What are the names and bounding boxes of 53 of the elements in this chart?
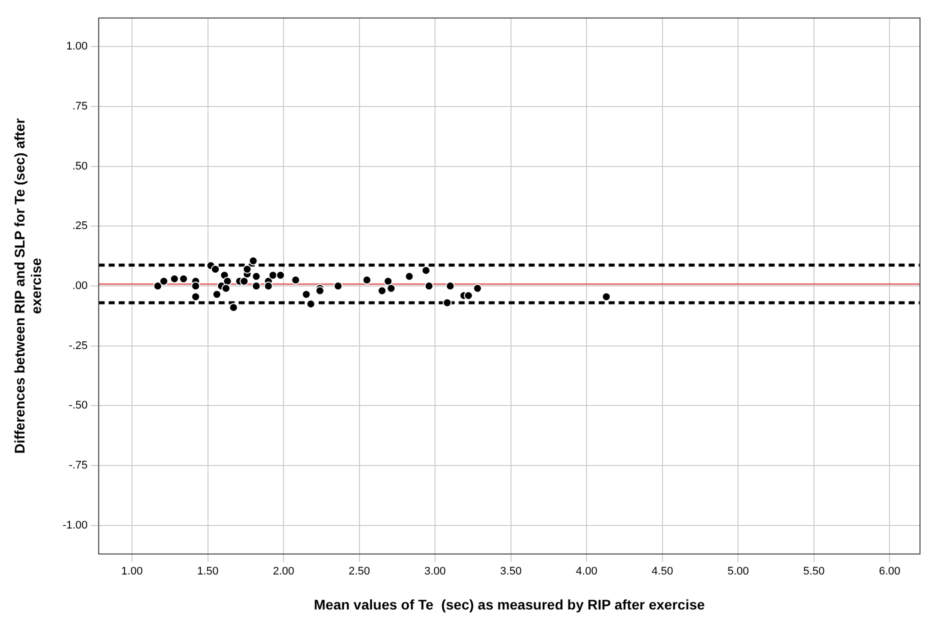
point: [602, 292, 611, 302]
point: [240, 276, 249, 286]
point: [153, 282, 162, 290]
point: [159, 276, 168, 286]
y-tick-label: 1.00: [66, 40, 88, 53]
point: [248, 256, 258, 266]
y-tick-label: -1.00: [62, 519, 88, 532]
x-tick-label: 4.50: [652, 566, 674, 578]
point: [446, 282, 455, 290]
point: [302, 290, 311, 299]
y-axis-title: Differences between RIP and SLP for Te (sec) after exercise: [11, 118, 44, 454]
y-tick-label: .75: [72, 100, 88, 113]
y-tick-label: .50: [72, 160, 88, 172]
point: [252, 272, 261, 281]
x-axis-title: Mean values of Te (sec) as measured by RIP after exercise: [314, 596, 705, 612]
y-tick-label: -.75: [68, 459, 88, 472]
x-tick-label: 1.50: [197, 566, 218, 578]
x-tick-label: 4.00: [576, 566, 598, 578]
point: [170, 274, 179, 284]
point: [424, 282, 434, 290]
point: [252, 282, 261, 290]
point: [362, 276, 372, 285]
y-tick-label: .00: [72, 280, 88, 292]
point: [334, 282, 343, 290]
point: [464, 291, 473, 300]
x-tick-label: 5.00: [727, 566, 749, 578]
y-tick-label: .25: [72, 220, 88, 232]
point: [264, 282, 273, 290]
point: [442, 298, 452, 308]
point: [378, 286, 387, 296]
x-tick-label: 5.50: [803, 566, 825, 578]
point: [222, 276, 232, 286]
x-tick-label: 3.50: [500, 566, 522, 578]
point: [212, 290, 222, 299]
point: [191, 292, 200, 302]
x-tick-label: 6.00: [878, 566, 900, 578]
point: [268, 270, 278, 280]
point: [191, 282, 200, 290]
point: [221, 284, 230, 293]
x-tick-label: 2.00: [272, 566, 294, 578]
point: [291, 276, 300, 285]
point: [315, 286, 324, 296]
point: [242, 264, 252, 274]
point: [473, 284, 482, 293]
x-tick-label: 2.50: [348, 566, 370, 578]
y-tick-label: -.25: [68, 340, 88, 352]
point: [386, 284, 396, 293]
point: [210, 264, 220, 274]
y-tick-label: -.50: [68, 400, 88, 412]
x-tick-label: 3.00: [424, 566, 446, 578]
point: [384, 276, 393, 286]
point: [404, 272, 414, 281]
x-tick-label: 1.00: [121, 566, 143, 578]
